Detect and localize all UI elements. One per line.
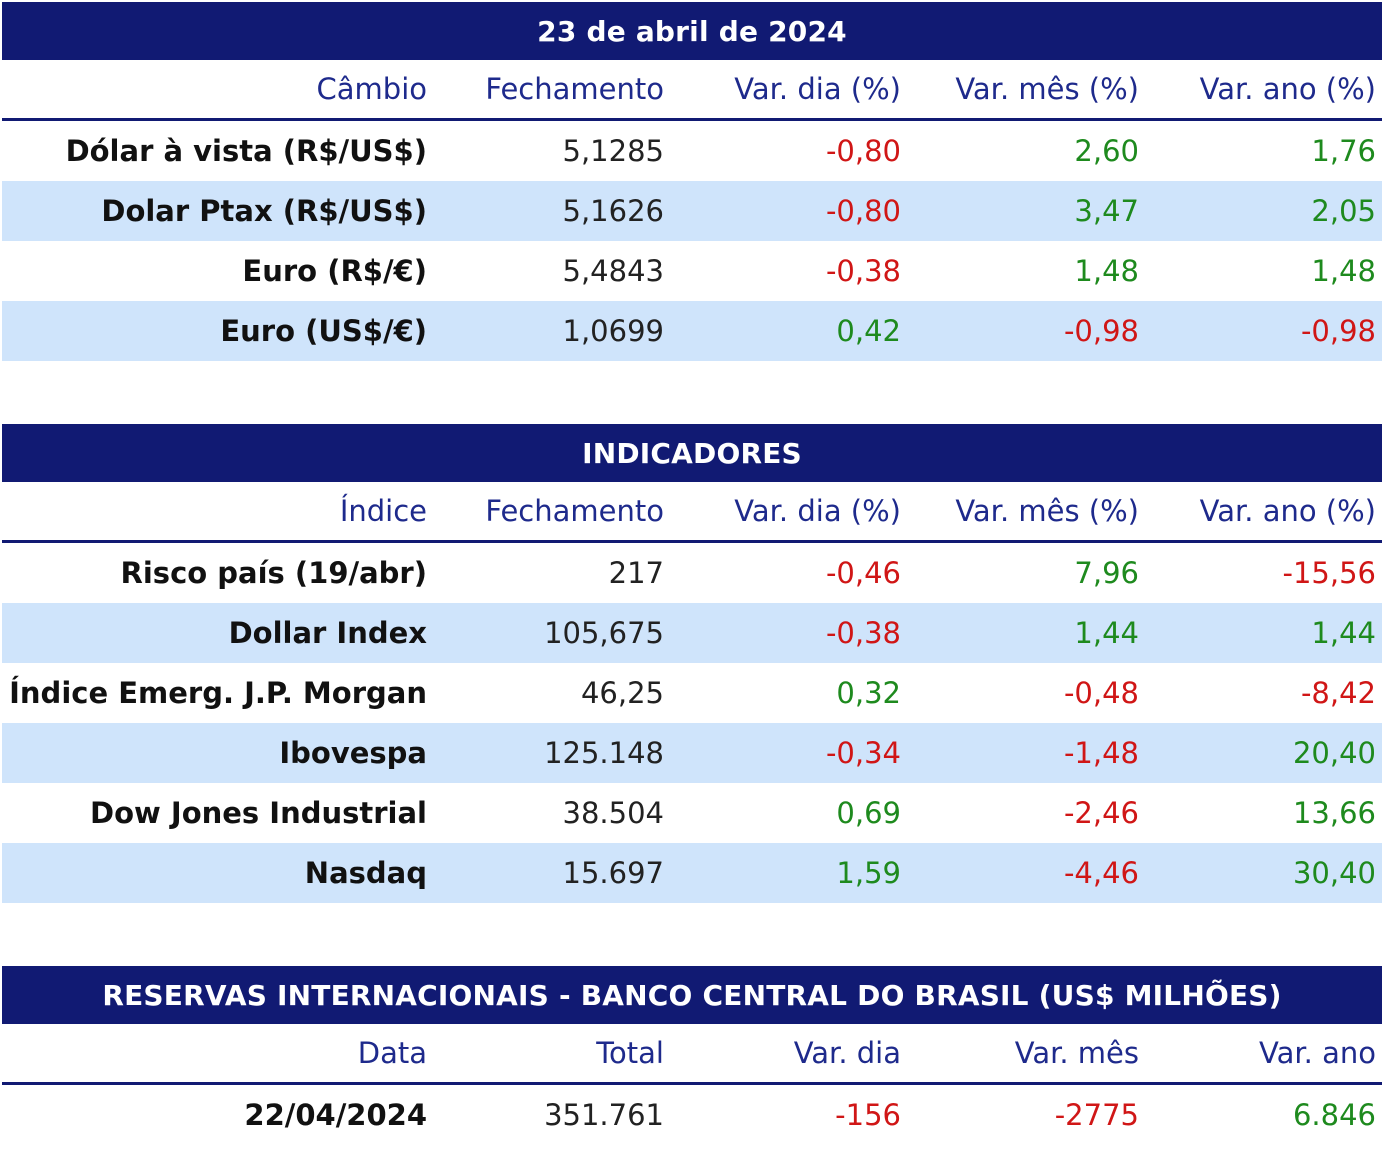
- reservas-table: RESERVAS INTERNACIONAIS - BANCO CENTRAL …: [2, 966, 1382, 1145]
- close-value: 217: [608, 556, 664, 590]
- table-row: Dollar Index 105,675 -0,38 1,44 1,44: [2, 603, 1382, 663]
- header-var-mes: Var. mês (%): [955, 72, 1139, 106]
- var-ano-value: 2,05: [1311, 194, 1376, 228]
- close-value: 15.697: [562, 856, 664, 890]
- row-label: Dollar Index: [228, 616, 427, 650]
- header-var-dia: Var. dia (%): [734, 72, 901, 106]
- header-var-ano: Var. ano: [1259, 1036, 1376, 1070]
- close-value: 46,25: [580, 676, 664, 710]
- table-row: Dow Jones Industrial 38.504 0,69 -2,46 1…: [2, 783, 1382, 843]
- var-mes-value: 3,47: [1074, 194, 1139, 228]
- row-label: Euro (R$/€): [242, 254, 427, 288]
- indicadores-table: INDICADORES Índice Fechamento Var. dia (…: [2, 424, 1382, 903]
- var-mes-value: -0,98: [1063, 314, 1139, 348]
- row-label: Índice Emerg. J.P. Morgan: [9, 676, 427, 710]
- table-row: Euro (US$/€) 1,0699 0,42 -0,98 -0,98: [2, 301, 1382, 361]
- header-cambio: Câmbio: [316, 72, 427, 106]
- table-row: Dolar Ptax (R$/US$) 5,1626 -0,80 3,47 2,…: [2, 181, 1382, 241]
- row-label: Euro (US$/€): [220, 314, 427, 348]
- cambio-header-row: Câmbio Fechamento Var. dia (%) Var. mês …: [2, 60, 1382, 121]
- var-dia-value: 0,42: [836, 314, 901, 348]
- var-dia-value: 0,69: [836, 796, 901, 830]
- table-row: 22/04/2024 351.761 -156 -2775 6.846: [2, 1085, 1382, 1145]
- row-label: Dólar à vista (R$/US$): [65, 134, 427, 168]
- var-dia-value: -0,38: [825, 254, 901, 288]
- var-ano-value: 30,40: [1292, 856, 1376, 890]
- var-dia-value: 1,59: [836, 856, 901, 890]
- row-label: Ibovespa: [279, 736, 427, 770]
- header-fechamento: Fechamento: [485, 494, 664, 528]
- close-value: 5,1285: [562, 134, 664, 168]
- row-label: Risco país (19/abr): [120, 556, 427, 590]
- header-var-dia: Var. dia: [793, 1036, 901, 1070]
- close-value: 38.504: [562, 796, 664, 830]
- var-mes-value: 2,60: [1074, 134, 1139, 168]
- var-mes-value: -4,46: [1063, 856, 1139, 890]
- table-row: Dólar à vista (R$/US$) 5,1285 -0,80 2,60…: [2, 121, 1382, 181]
- table-row: Nasdaq 15.697 1,59 -4,46 30,40: [2, 843, 1382, 903]
- table-row: Euro (R$/€) 5,4843 -0,38 1,48 1,48: [2, 241, 1382, 301]
- var-mes-value: 7,96: [1074, 556, 1139, 590]
- row-label: Dow Jones Industrial: [90, 796, 427, 830]
- row-label: 22/04/2024: [244, 1098, 427, 1132]
- header-var-mes: Var. mês (%): [955, 494, 1139, 528]
- var-dia-value: -0,80: [825, 194, 901, 228]
- header-data: Data: [357, 1036, 427, 1070]
- cambio-title: 23 de abril de 2024: [2, 2, 1382, 60]
- header-var-dia: Var. dia (%): [734, 494, 901, 528]
- var-ano-value: 13,66: [1292, 796, 1376, 830]
- header-var-ano: Var. ano (%): [1199, 494, 1376, 528]
- reservas-header-row: Data Total Var. dia Var. mês Var. ano: [2, 1024, 1382, 1085]
- var-dia-value: -0,34: [825, 736, 901, 770]
- var-mes-value: -2775: [1054, 1098, 1139, 1132]
- header-indice: Índice: [339, 494, 427, 528]
- var-ano-value: -0,98: [1300, 314, 1376, 348]
- var-dia-value: -0,80: [825, 134, 901, 168]
- var-ano-value: 20,40: [1292, 736, 1376, 770]
- indicadores-title: INDICADORES: [2, 424, 1382, 482]
- close-value: 5,4843: [562, 254, 664, 288]
- indicadores-header-row: Índice Fechamento Var. dia (%) Var. mês …: [2, 482, 1382, 543]
- row-label: Nasdaq: [304, 856, 427, 890]
- table-row: Ibovespa 125.148 -0,34 -1,48 20,40: [2, 723, 1382, 783]
- var-mes-value: -2,46: [1063, 796, 1139, 830]
- close-value: 105,675: [544, 616, 664, 650]
- close-value: 1,0699: [562, 314, 664, 348]
- var-ano-value: 6.846: [1292, 1098, 1376, 1132]
- header-fechamento: Fechamento: [485, 72, 664, 106]
- table-row: Índice Emerg. J.P. Morgan 46,25 0,32 -0,…: [2, 663, 1382, 723]
- header-var-mes: Var. mês: [1014, 1036, 1139, 1070]
- row-label: Dolar Ptax (R$/US$): [101, 194, 427, 228]
- var-ano-value: -15,56: [1282, 556, 1377, 590]
- var-dia-value: -0,46: [825, 556, 901, 590]
- reservas-title: RESERVAS INTERNACIONAIS - BANCO CENTRAL …: [2, 966, 1382, 1024]
- var-ano-value: -8,42: [1300, 676, 1376, 710]
- var-mes-value: 1,48: [1074, 254, 1139, 288]
- close-value: 125.148: [544, 736, 664, 770]
- var-ano-value: 1,44: [1311, 616, 1376, 650]
- total-value: 351.761: [544, 1098, 664, 1132]
- cambio-table: 23 de abril de 2024 Câmbio Fechamento Va…: [2, 2, 1382, 361]
- var-ano-value: 1,48: [1311, 254, 1376, 288]
- var-mes-value: 1,44: [1074, 616, 1139, 650]
- header-var-ano: Var. ano (%): [1199, 72, 1376, 106]
- close-value: 5,1626: [562, 194, 664, 228]
- var-dia-value: 0,32: [836, 676, 901, 710]
- header-total: Total: [596, 1036, 664, 1070]
- var-dia-value: -156: [835, 1098, 901, 1132]
- var-dia-value: -0,38: [825, 616, 901, 650]
- var-mes-value: -1,48: [1063, 736, 1139, 770]
- var-mes-value: -0,48: [1063, 676, 1139, 710]
- var-ano-value: 1,76: [1311, 134, 1376, 168]
- table-row: Risco país (19/abr) 217 -0,46 7,96 -15,5…: [2, 543, 1382, 603]
